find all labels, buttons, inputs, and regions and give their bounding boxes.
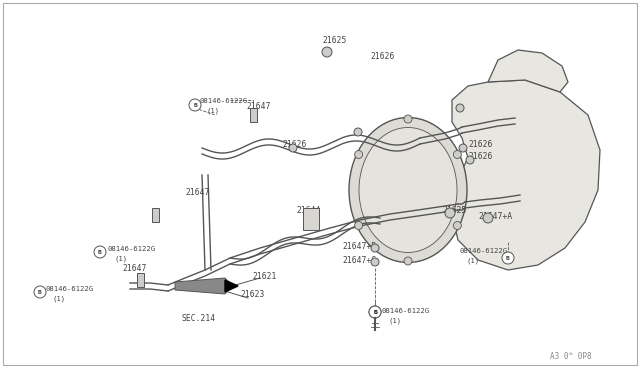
Circle shape — [445, 208, 455, 218]
Text: SEC.214: SEC.214 — [182, 314, 216, 323]
Text: 21647+C: 21647+C — [342, 256, 376, 265]
Text: 21625: 21625 — [442, 206, 467, 215]
Text: 21626: 21626 — [282, 140, 307, 149]
Text: A3 0^ 0P8: A3 0^ 0P8 — [550, 352, 591, 361]
Text: (1): (1) — [388, 318, 401, 324]
Text: 21623: 21623 — [240, 290, 264, 299]
Polygon shape — [488, 50, 568, 92]
Circle shape — [483, 213, 493, 223]
Text: 21621: 21621 — [252, 272, 276, 281]
Circle shape — [453, 151, 461, 158]
Circle shape — [466, 156, 474, 164]
Circle shape — [354, 128, 362, 136]
Circle shape — [371, 258, 379, 266]
Text: B: B — [373, 310, 377, 314]
Circle shape — [502, 252, 514, 264]
Circle shape — [355, 221, 363, 230]
Text: B: B — [373, 310, 377, 314]
Text: B: B — [506, 256, 510, 260]
Text: 21647+A: 21647+A — [478, 212, 512, 221]
Text: 08146-6122G: 08146-6122G — [108, 246, 156, 252]
Text: B: B — [38, 289, 42, 295]
Text: (1): (1) — [466, 258, 479, 264]
Text: 21644: 21644 — [296, 206, 321, 215]
Text: 21626: 21626 — [468, 140, 492, 149]
Bar — [250, 108, 257, 122]
Circle shape — [355, 151, 363, 158]
Circle shape — [369, 306, 381, 318]
Text: 21647: 21647 — [246, 102, 270, 111]
Circle shape — [189, 99, 201, 111]
Text: 08146-6122G: 08146-6122G — [200, 98, 248, 104]
Polygon shape — [175, 278, 232, 294]
Bar — [152, 208, 159, 222]
Text: 21647: 21647 — [185, 188, 209, 197]
Ellipse shape — [359, 128, 457, 253]
Text: 08146-6122G: 08146-6122G — [382, 308, 430, 314]
Circle shape — [404, 257, 412, 265]
Circle shape — [371, 244, 379, 252]
Text: 21647: 21647 — [122, 264, 147, 273]
Text: 08146-6122G: 08146-6122G — [46, 286, 94, 292]
Polygon shape — [225, 280, 238, 292]
Bar — [303, 208, 319, 230]
FancyBboxPatch shape — [3, 3, 637, 365]
Circle shape — [289, 144, 297, 152]
Ellipse shape — [349, 118, 467, 263]
Text: (1): (1) — [114, 256, 127, 263]
Text: B: B — [98, 250, 102, 254]
Text: 21647+B: 21647+B — [342, 242, 376, 251]
Text: 21626: 21626 — [468, 152, 492, 161]
Circle shape — [459, 144, 467, 152]
Text: (1): (1) — [206, 107, 219, 113]
Circle shape — [369, 306, 381, 318]
Text: B: B — [193, 103, 197, 108]
Circle shape — [456, 104, 464, 112]
Circle shape — [34, 286, 46, 298]
Circle shape — [404, 115, 412, 123]
Text: 08146-6122G: 08146-6122G — [460, 248, 508, 254]
Bar — [136, 273, 143, 287]
Text: 21625: 21625 — [322, 36, 346, 45]
Polygon shape — [452, 80, 600, 270]
Text: (1): (1) — [52, 296, 65, 302]
Circle shape — [94, 246, 106, 258]
Circle shape — [453, 221, 461, 230]
Circle shape — [322, 47, 332, 57]
Text: 21626: 21626 — [370, 52, 394, 61]
